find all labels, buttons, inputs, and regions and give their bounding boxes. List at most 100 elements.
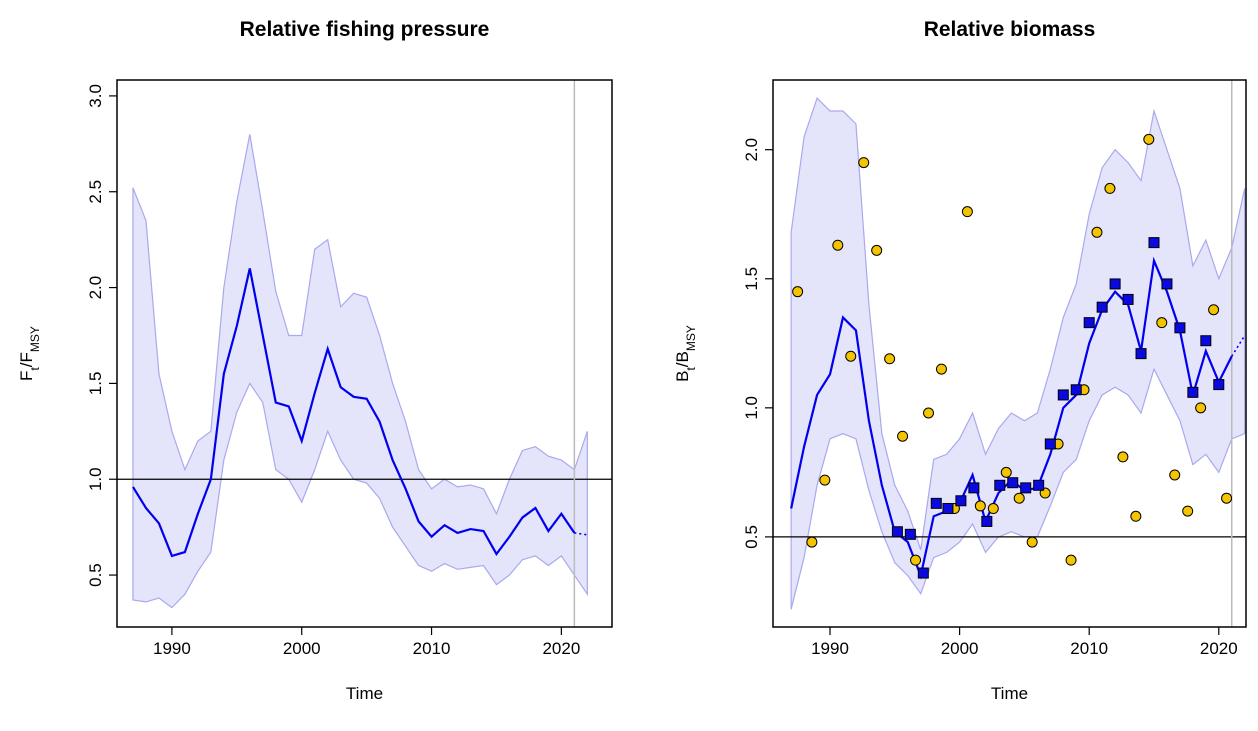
observation-circle [1221,492,1233,504]
observation-square [917,567,929,579]
observation-circle [1117,451,1129,463]
observation-circle [897,430,909,442]
chart-title: Relative biomass [924,18,1096,41]
x-axis-label: Time [991,684,1028,703]
observation-square [1070,384,1082,396]
observation-square [1096,301,1108,313]
observation-circle [1013,492,1025,504]
observation-square [955,495,967,507]
observation-square [1033,479,1045,491]
y-tick-label: 1.5 [742,267,761,291]
forecast-line [574,532,588,536]
y-tick-label: 2.0 [86,276,105,300]
y-tick-label: 3.0 [86,84,105,108]
observation-square [994,479,1006,491]
y-axis-label-part: /B [673,351,692,367]
y-axis-label-part: MSY [28,326,42,352]
observation-square [968,482,980,494]
observation-square [981,515,993,527]
y-axis-label-part: t [684,367,698,371]
observation-square [1007,477,1019,489]
estimate-line [132,268,576,558]
panel: 1990 2000 2010 2020 0.5 1.0 1.5 2.0 Relative bio… [673,18,1247,703]
x-tick-label: 2010 [413,639,451,658]
observation-circle [858,157,870,169]
x-tick-label: 2010 [1070,639,1108,658]
observation-square [1083,317,1095,329]
observation-square [1135,348,1147,360]
observation-circle [987,503,999,515]
x-tick-label: 2020 [542,639,580,658]
observation-circle [1169,469,1181,481]
observation-circle [792,286,804,298]
plot-frame [772,79,1247,628]
observation-circle [806,536,818,548]
y-tick-label: 2.0 [742,138,761,162]
observation-square [1213,379,1225,391]
observation-circle [1091,226,1103,238]
observation-square [1020,482,1032,494]
confidence-band [790,96,1246,610]
y-tick-label: 0.5 [742,525,761,549]
x-axis-label: Time [346,684,383,703]
observation-square [1148,237,1160,249]
y-axis-label: Ft/FMSY [17,326,42,381]
y-axis-label-part: F [17,371,36,381]
observation-square [1161,278,1173,290]
y-axis-label: Bt/BMSY [673,325,698,382]
observation-square [1109,278,1121,290]
observation-circle [1000,466,1012,478]
panel: 1990 2000 2010 2020 0.5 1.0 1.5 2.0 2.5 3.0 Relati… [17,18,613,703]
observation-circle [832,239,844,251]
y-tick-label: 1.0 [86,467,105,491]
observation-circle [1143,133,1155,145]
observation-square [930,497,942,509]
chart-title: Relative fishing pressure [240,18,490,41]
y-axis-label-part: t [28,367,42,371]
observation-circle [1195,402,1207,414]
observation-square [1200,335,1212,347]
x-tick-label: 1990 [811,639,849,658]
observation-circle [910,554,922,566]
observation-circle [1104,182,1116,194]
observation-circle [845,350,857,362]
x-tick-label: 2000 [283,639,321,658]
observation-square [904,528,916,540]
y-axis-label-part: B [673,371,692,382]
observation-circle [1065,554,1077,566]
observation-circle [1130,510,1142,522]
observation-circle [871,244,883,256]
observation-square [1122,293,1134,305]
x-tick-label: 1990 [153,639,191,658]
observation-square [891,526,903,538]
plot-frame [116,79,613,628]
y-tick-label: 0.5 [86,563,105,587]
observation-square [1174,322,1186,334]
y-tick-label: 1.0 [742,396,761,420]
observation-circle [884,353,896,365]
plot-area [117,80,612,627]
observation-square [1044,438,1056,450]
y-axis-label-part: MSY [684,325,698,351]
observation-circle [1026,536,1038,548]
observation-circle [961,206,973,218]
observation-circle [819,474,831,486]
observation-square [942,503,954,515]
observation-square [1057,389,1069,401]
y-tick-label: 1.5 [86,372,105,396]
observation-circle [935,363,947,375]
observation-circle [1208,304,1220,316]
x-tick-label: 2020 [1200,639,1238,658]
observation-square [1187,386,1199,398]
observation-circle [1156,317,1168,329]
observation-circle [974,500,986,512]
plot-area [773,80,1246,627]
forecast-line [1231,335,1246,357]
y-axis-label-part: /F [17,352,36,367]
x-tick-label: 2000 [941,639,979,658]
observation-circle [1182,505,1194,517]
y-tick-label: 2.5 [86,180,105,204]
observation-circle [923,407,935,419]
confidence-band [132,134,588,609]
